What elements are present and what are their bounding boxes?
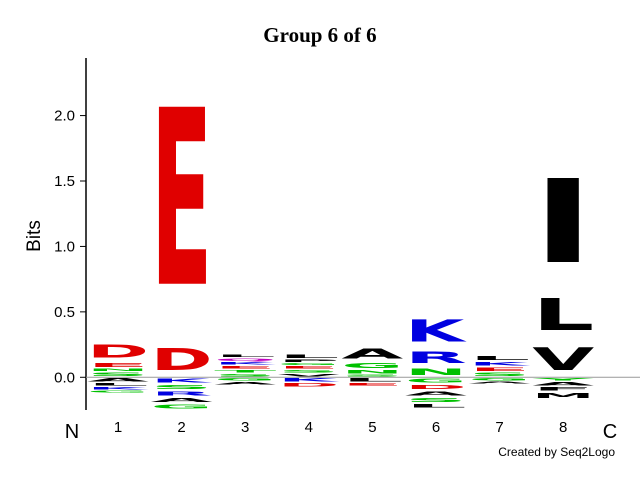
logo-letter: L [214,354,276,358]
chart-title: Group 6 of 6 [263,23,376,47]
logo-letter: G [151,403,213,410]
logo-letter: D [87,341,149,362]
logo-letter: G [469,377,531,381]
logo-letter: R [405,348,467,366]
y-tick-label: 2.0 [54,108,75,125]
logo-letter: G [87,390,149,393]
logo-letter: L [278,354,340,359]
logo-letter: Q [214,358,276,362]
logo-letter: R [151,390,213,396]
x-tick-label: 6 [432,419,440,436]
logo-letter: E [87,362,149,369]
y-axis-label: Bits [24,220,45,252]
logo-letter: S [341,375,403,378]
logo-letter: T [214,369,276,373]
logo-letter: A [341,346,404,362]
logo-letter: S [469,372,531,377]
logo-letter: E [151,60,213,342]
logo-letter: V [278,373,340,377]
logo-letter: K [87,386,149,390]
logo-letter: K [405,313,467,348]
logo-letter: L [532,290,594,341]
x-tick-label: 4 [305,419,313,436]
logo-letter: E [278,366,340,370]
y-tick-label: 1.5 [54,173,75,190]
x-tick-label: 7 [495,419,503,436]
logo-letter: G [278,363,340,366]
logo-letter: S [214,373,276,377]
logo-letter: E [469,367,531,372]
logo-letter: E [214,366,276,370]
logo-letter: K [278,377,340,382]
c-terminus-label: C [603,421,617,443]
x-tick-label: 5 [368,419,376,436]
logo-letter: P [278,359,340,363]
logo-letter: M [532,392,594,400]
logo-letter: L [469,355,531,361]
logo-letter: A [532,381,594,386]
logo-letter: K [214,362,276,366]
logo-letter: G [341,362,403,370]
x-tick-label: 2 [177,419,185,436]
logo-letter: S [278,369,340,373]
x-tick-label: 8 [559,419,567,436]
logo-letter: A [405,390,467,397]
logo-letter: K [469,362,531,367]
credit: Created by Seq2Logo [498,445,615,459]
logo-letter: Y [532,377,594,381]
logo-letter: D [151,342,213,377]
logo-letter: F [532,386,594,391]
logo-letter: S [405,397,467,404]
n-terminus-label: N [65,421,79,443]
logo-letter: E [341,383,403,387]
logo-letter: N [341,370,403,375]
logo-letter: S [87,372,149,377]
y-tick-label: 0.0 [54,369,75,386]
logo-letter: G [405,377,467,384]
logo-letter: S [151,384,213,391]
logo-letter: L [405,404,467,409]
logo-letter: A [469,381,531,384]
logo-letter: A [214,381,276,385]
logo-letter: G [214,377,276,381]
logo-letter: N [87,368,149,372]
logo-letter: D [278,383,340,388]
logo-letter: L [87,383,149,387]
logo-letter: D [405,384,467,390]
y-tick-label: 1.0 [54,238,75,255]
logo-letter: K [151,377,213,383]
logo-letter: L [341,377,403,382]
logo-letter: A [87,377,149,382]
x-tick-label: 1 [114,419,122,436]
y-tick-label: 0.5 [54,304,75,321]
x-tick-label: 3 [241,419,249,436]
logo-letter: N [405,367,467,377]
logo-letter: V [532,341,594,377]
logo-letter: A [151,397,213,404]
logo-letter: I [532,155,594,289]
